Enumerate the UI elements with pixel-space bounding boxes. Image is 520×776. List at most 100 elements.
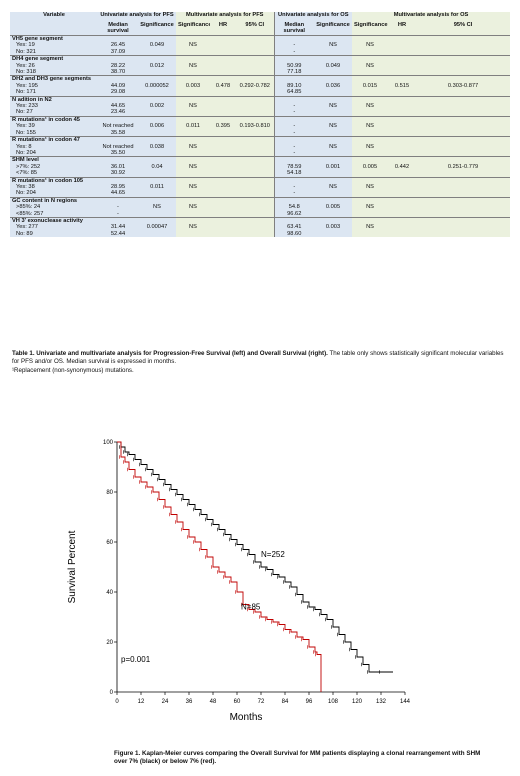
variable-name: R mutations¹ in codon 47: [10, 136, 98, 144]
x-tick-label: 12: [138, 699, 145, 705]
table-cell: Not reached: [98, 143, 138, 150]
x-tick-label: 0: [115, 699, 119, 705]
table-cell: NS: [352, 103, 389, 110]
table-cell: [138, 170, 176, 178]
table-cell: [416, 109, 511, 117]
table-cell-blank: [388, 216, 417, 225]
table-cell: 0.251-0.779: [416, 163, 511, 171]
variable-name: SHM level: [10, 156, 98, 164]
table-cell: [138, 210, 176, 218]
subheader-sig-pfs: Significance: [138, 22, 176, 36]
table-cell-blank: [176, 176, 210, 184]
table-cell: 63.41: [273, 224, 315, 231]
table-cell: NS: [176, 62, 210, 70]
subgroup-label: No: 89: [10, 230, 98, 238]
table-row: No: 318 38.70 77.18: [10, 69, 511, 76]
table-cell: [210, 183, 236, 191]
table-cell-blank: [176, 136, 210, 144]
y-tick-label: 40: [106, 590, 113, 596]
table-cell: [416, 210, 511, 218]
table-cell: [210, 42, 236, 49]
table-cell: -: [98, 204, 138, 211]
table-row-header: N adition in N2: [10, 95, 511, 104]
table-cell: NS: [352, 183, 389, 191]
x-tick-label: 108: [328, 699, 339, 705]
table-cell-blank: [416, 176, 511, 184]
table-cell-blank: [210, 55, 236, 63]
table-cell: 52.44: [98, 230, 138, 238]
table-cell-blank: [388, 75, 417, 83]
table-cell: 0.036: [314, 82, 353, 90]
x-tick-label: 84: [282, 699, 289, 705]
table-cell-blank: [273, 95, 315, 104]
subgroup-label: Yes: 233: [10, 103, 98, 110]
table-cell: [176, 230, 210, 238]
table-cell: -: [273, 42, 315, 49]
table-cell: [210, 204, 236, 211]
table-cell: [210, 170, 236, 178]
x-tick-label: 48: [210, 699, 217, 705]
table-cell: [416, 48, 511, 56]
table-cell: [388, 183, 417, 191]
table-row: <85%: 257- 96.62: [10, 210, 511, 218]
table-cell: [210, 103, 236, 110]
table-cell: NS: [176, 183, 210, 191]
table-row: No: 89 52.44 98.60: [10, 230, 511, 238]
table-cell: 29.08: [98, 89, 138, 97]
table-cell: [314, 89, 353, 97]
table-cell-blank: [176, 95, 210, 104]
table-cell: [236, 204, 275, 211]
table-cell-blank: [236, 196, 275, 205]
table-cell: [236, 143, 275, 150]
table-cell-blank: [98, 176, 138, 184]
subheader-hr-pfs: HR: [210, 22, 236, 36]
variable-name: VH 3' exonuclease activity: [10, 216, 98, 225]
table-cell-blank: [98, 75, 138, 83]
subgroup-label: Yes: 39: [10, 123, 98, 130]
table-cell: [176, 48, 210, 56]
subgroup-label: Yes: 277: [10, 224, 98, 231]
table-cell-blank: [314, 156, 353, 164]
table-cell-blank: [138, 35, 176, 43]
table-cell: 35.50: [98, 149, 138, 157]
table-cell: NS: [314, 42, 353, 49]
table-cell: -: [273, 129, 315, 137]
series-label-0: N=252: [261, 550, 285, 559]
table-cell: [236, 62, 275, 70]
table-cell: [352, 69, 389, 76]
series-label-1: N=85: [241, 603, 261, 612]
table-cell-blank: [98, 95, 138, 104]
table-cell-blank: [416, 35, 511, 43]
table-cell: 30.92: [98, 170, 138, 178]
table-cell: [210, 210, 236, 218]
table-cell: [176, 109, 210, 117]
table-cell: [388, 103, 417, 110]
subgroup-label: Yes: 19: [10, 42, 98, 49]
table-cell: 0.193-0.810: [236, 123, 275, 130]
table-row: No: 204 44.65 -: [10, 190, 511, 198]
table-cell-blank: [273, 75, 315, 83]
table-cell: [138, 109, 176, 117]
table-cell-blank: [352, 35, 389, 43]
table-cell: NS: [138, 204, 176, 211]
table-cell: [416, 224, 511, 231]
table-cell: [352, 230, 389, 238]
table-caption-text: The table only shows statistically signi…: [12, 350, 504, 366]
table-cell: NS: [352, 62, 389, 70]
table-cell: [176, 69, 210, 76]
table-cell-blank: [388, 196, 417, 205]
table-cell-blank: [210, 176, 236, 184]
table-cell: 0.003: [314, 224, 353, 231]
table-cell-blank: [388, 156, 417, 164]
table-cell-blank: [236, 115, 275, 124]
x-axis-label: Months: [230, 712, 263, 723]
table-cell: NS: [352, 143, 389, 150]
table-cell: [388, 143, 417, 150]
table-cell: [352, 190, 389, 198]
variable-name: DH4 gene segment: [10, 55, 98, 63]
subheader-median-os: Median survival: [273, 22, 315, 36]
table-cell: [388, 69, 417, 76]
table-cell: [236, 42, 275, 49]
table-cell: [138, 48, 176, 56]
table-cell: [236, 190, 275, 198]
